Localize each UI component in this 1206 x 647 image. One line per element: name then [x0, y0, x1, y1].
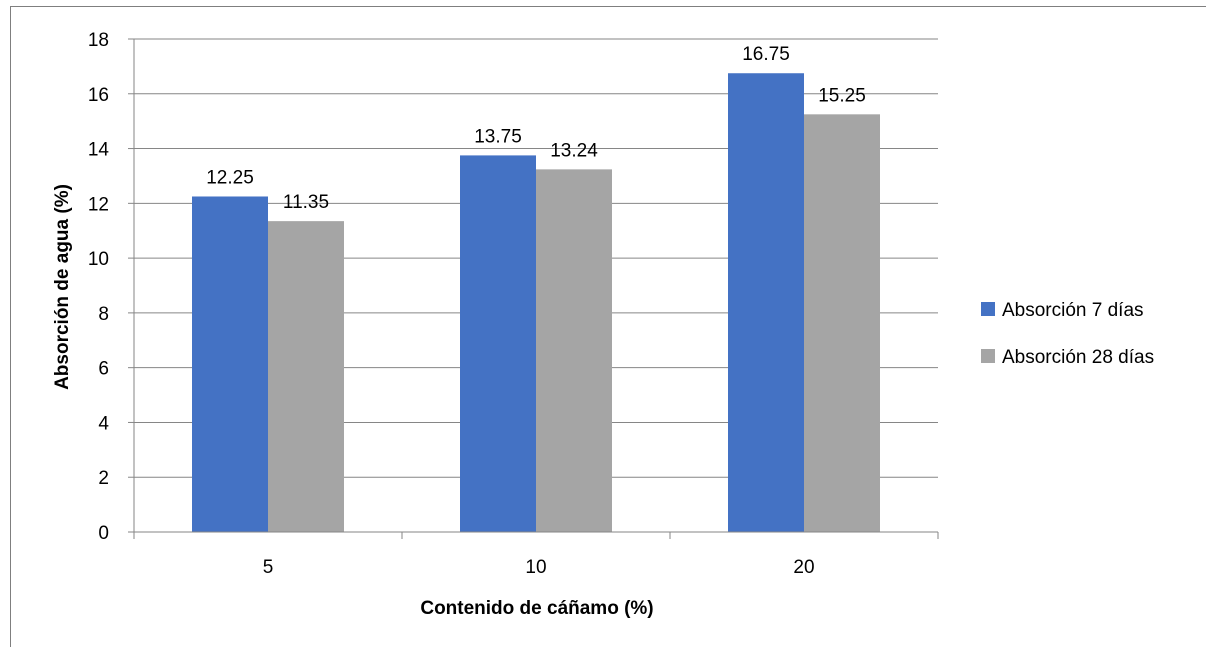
data-labels: 12.25 11.35 13.75 13.24 16.75 15.25 — [206, 44, 866, 213]
bar-s2-cat-10 — [536, 169, 612, 533]
y-tick-label-6: 6 — [98, 359, 109, 380]
bar-s2-cat-20 — [804, 114, 880, 532]
bar-s1-cat-10 — [460, 155, 536, 532]
y-tick-label-10: 10 — [88, 249, 109, 270]
legend-swatch-7-dias — [981, 302, 995, 316]
data-label-s1-cat-20: 16.75 — [742, 44, 790, 65]
bar-s1-cat-5 — [192, 196, 268, 532]
y-tick-label-16: 16 — [88, 85, 109, 106]
x-axis-title: Contenido de cáñamo (%) — [420, 598, 653, 619]
axes: 0 2 4 6 8 10 12 14 16 18 5 10 20 — [88, 30, 939, 578]
legend-swatch-28-dias — [981, 349, 995, 363]
data-label-s2-cat-10: 13.24 — [550, 140, 598, 161]
data-label-s1-cat-10: 13.75 — [474, 126, 522, 147]
y-tick-label-12: 12 — [88, 194, 109, 215]
y-tick-label-14: 14 — [88, 140, 110, 161]
y-tick-label-18: 18 — [88, 30, 109, 51]
legend-label-28-dias: Absorción 28 días — [1002, 347, 1154, 368]
y-tick-label-2: 2 — [98, 468, 109, 489]
x-tick-label-5: 5 — [263, 557, 274, 578]
data-label-s2-cat-20: 15.25 — [818, 85, 866, 106]
y-tick-label-4: 4 — [98, 413, 109, 434]
legend: Absorción 7 días Absorción 28 días — [981, 300, 1154, 368]
bar-s1-cat-20 — [728, 73, 804, 532]
data-label-s1-cat-5: 12.25 — [206, 167, 254, 188]
data-label-s2-cat-5: 11.35 — [283, 192, 329, 213]
x-tick-label-20: 20 — [793, 557, 814, 578]
y-tick-label-0: 0 — [98, 523, 109, 544]
bar-s2-cat-5 — [268, 221, 344, 532]
x-tick-label-10: 10 — [525, 557, 546, 578]
y-tick-label-8: 8 — [98, 304, 109, 325]
y-axis-title: Absorción de agua (%) — [52, 184, 73, 390]
bars — [192, 73, 880, 533]
legend-label-7-dias: Absorción 7 días — [1002, 300, 1144, 321]
